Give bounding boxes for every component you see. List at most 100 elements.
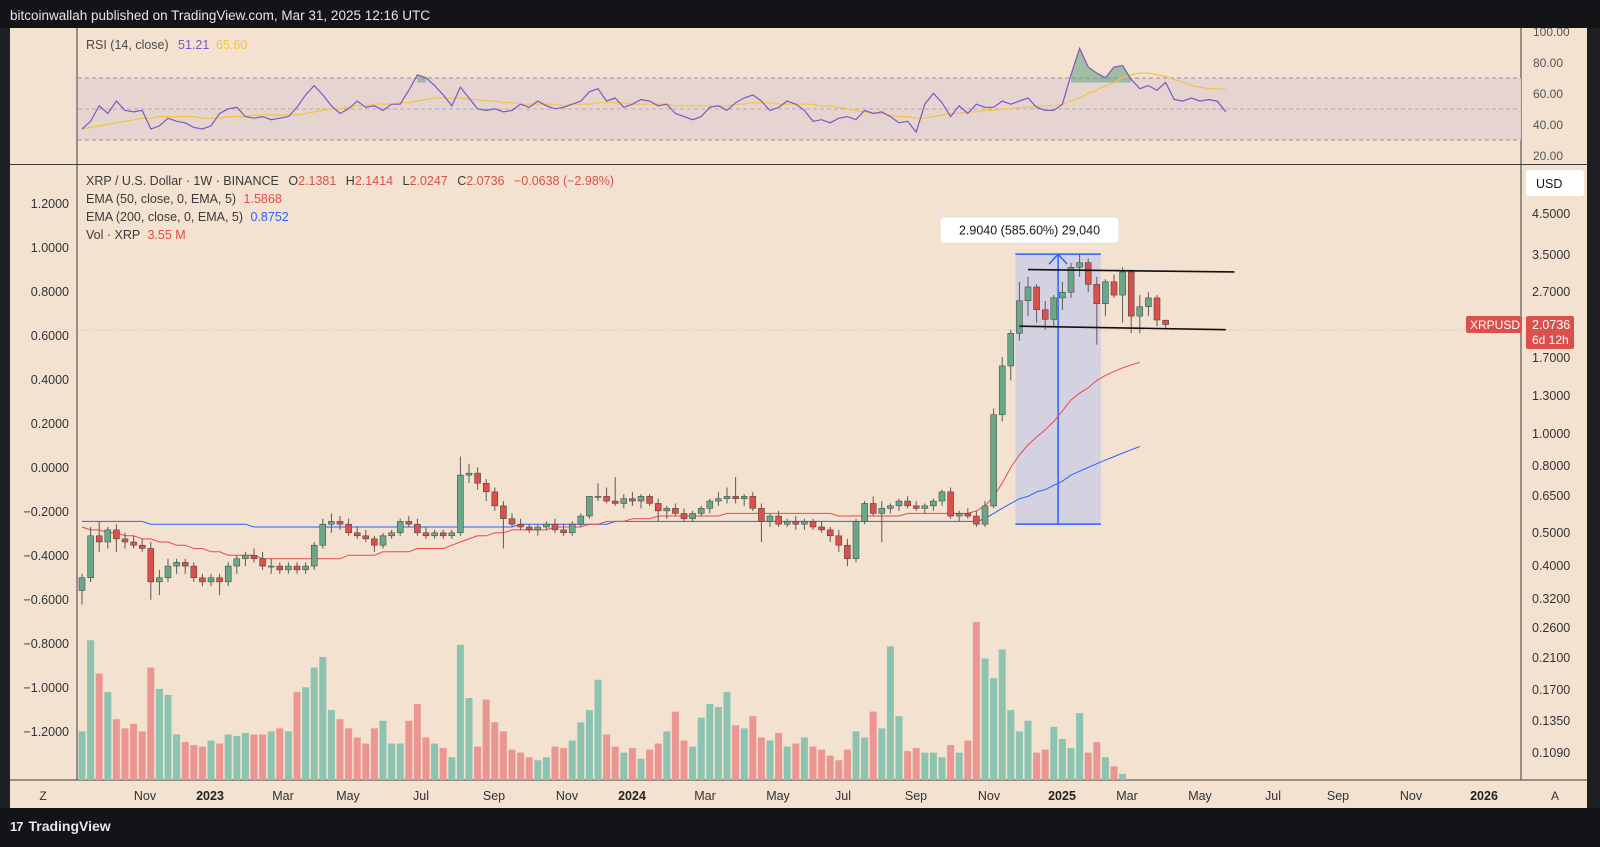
candle bbox=[1127, 269, 1135, 334]
candle bbox=[835, 529, 843, 552]
volume-bar bbox=[800, 737, 808, 780]
volume-bar bbox=[491, 722, 499, 780]
candle-body bbox=[379, 535, 387, 546]
candle-body bbox=[809, 521, 817, 528]
volume-bar bbox=[190, 745, 198, 780]
candle-body bbox=[534, 526, 542, 531]
price-tag-box bbox=[1526, 316, 1574, 349]
candle-body bbox=[835, 535, 843, 546]
measure-label: 2.9040 (585.60%) 29,040 bbox=[939, 216, 1120, 244]
symbol-price-tag[interactable]: XRPUSD 2.0736 6d 12h bbox=[1466, 316, 1574, 349]
right-axis-tick: 0.6500 bbox=[1532, 489, 1570, 503]
chart-area[interactable]: RSI (14, close) 51.21 65.60 100.00 80.00… bbox=[0, 28, 1600, 808]
candle bbox=[826, 527, 834, 542]
volume-bar bbox=[448, 757, 456, 780]
lower-trendline[interactable] bbox=[1019, 325, 1226, 331]
volume-bar bbox=[603, 734, 611, 780]
volume-bar bbox=[525, 757, 533, 780]
symbol-line: XRP / U.S. Dollar · 1W · BINANCE O2.1381… bbox=[86, 174, 614, 188]
time-label: Mar bbox=[1116, 789, 1138, 803]
currency-button[interactable] bbox=[1526, 170, 1584, 196]
candle-body bbox=[844, 544, 851, 560]
candle bbox=[388, 529, 395, 539]
candle-body bbox=[1050, 297, 1058, 320]
candle bbox=[121, 532, 129, 549]
candle bbox=[1102, 279, 1109, 317]
candle bbox=[414, 518, 421, 536]
volume-bar bbox=[929, 752, 937, 780]
left-price-axis[interactable]: 1.2000 1.0000 0.8000 0.6000 0.4000 0.200… bbox=[23, 197, 69, 739]
candle bbox=[1059, 281, 1066, 310]
candle-body bbox=[1110, 281, 1118, 296]
publisher-text: bitcoinwallah published on TradingView.c… bbox=[10, 8, 430, 23]
volume-bar bbox=[775, 732, 783, 780]
volume-bar bbox=[723, 691, 731, 780]
rsi-axis-tick: 20.00 bbox=[1533, 149, 1563, 163]
volume-bar bbox=[1007, 710, 1015, 780]
right-price-axis[interactable]: USD 4.5000 3.5000 2.7000 1.7000 1.3000 1… bbox=[1526, 170, 1584, 760]
right-axis-tick: 1.7000 bbox=[1532, 351, 1570, 365]
volume-bar bbox=[1024, 720, 1032, 780]
volume-bar bbox=[766, 740, 774, 780]
candle bbox=[207, 573, 215, 587]
candle bbox=[603, 487, 610, 504]
candle-body bbox=[654, 503, 662, 512]
candle-body bbox=[517, 523, 524, 528]
candle-body bbox=[715, 498, 722, 502]
candle-body bbox=[1033, 286, 1040, 311]
candle bbox=[1119, 267, 1126, 323]
candle-body bbox=[1153, 297, 1161, 321]
candle bbox=[663, 505, 671, 519]
candle bbox=[1162, 319, 1169, 328]
candle bbox=[345, 518, 352, 536]
candle-body bbox=[680, 513, 688, 519]
candle-body bbox=[998, 365, 1006, 416]
candle bbox=[620, 494, 628, 509]
right-axis-tick: 0.2600 bbox=[1532, 621, 1570, 635]
volume-bar bbox=[663, 731, 671, 780]
candle-body bbox=[637, 496, 645, 502]
time-label: Jul bbox=[835, 789, 851, 803]
candle bbox=[637, 494, 645, 509]
candle-body bbox=[371, 538, 378, 546]
candle-body bbox=[1127, 271, 1135, 317]
time-label: May bbox=[1188, 789, 1212, 803]
candle bbox=[680, 508, 688, 522]
candle bbox=[147, 541, 155, 600]
time-axis[interactable]: Z A Nov 2023 Mar May Jul Sep Nov 2024 Ma… bbox=[10, 781, 1587, 808]
rsi-overbought-fill bbox=[417, 48, 1132, 83]
tradingview-logo[interactable]: 17 TradingView bbox=[10, 818, 111, 834]
auto-scale-button[interactable]: A bbox=[1551, 789, 1559, 803]
candle bbox=[809, 518, 817, 530]
candle bbox=[1110, 274, 1118, 298]
left-axis-tick: 0.8000 bbox=[31, 285, 69, 299]
candle-body bbox=[706, 500, 714, 509]
time-label: May bbox=[336, 789, 360, 803]
candle bbox=[629, 491, 636, 506]
candle bbox=[568, 521, 576, 536]
volume-bar bbox=[577, 722, 585, 780]
volume-bar bbox=[121, 728, 129, 780]
volume-bar bbox=[104, 691, 112, 780]
volume-bar bbox=[955, 752, 963, 780]
volume-bar bbox=[1015, 731, 1023, 780]
time-label: Nov bbox=[134, 789, 157, 803]
candle-body bbox=[147, 548, 155, 583]
volume-bar bbox=[336, 719, 344, 780]
volume-bar bbox=[981, 658, 989, 780]
right-axis-tick: 0.1090 bbox=[1532, 746, 1570, 760]
candle-body bbox=[981, 505, 989, 525]
candle bbox=[491, 487, 499, 511]
time-label: Nov bbox=[1400, 789, 1423, 803]
volume-bar bbox=[1067, 748, 1075, 780]
candle-body bbox=[328, 521, 335, 525]
zoom-left-button[interactable]: Z bbox=[39, 789, 46, 803]
volume-bar bbox=[405, 720, 413, 780]
upper-trendline[interactable] bbox=[1027, 268, 1235, 273]
candle bbox=[95, 521, 103, 552]
rsi-axis[interactable]: 100.00 80.00 60.00 40.00 20.00 bbox=[1533, 28, 1570, 163]
candle-body bbox=[930, 500, 937, 507]
candle-body bbox=[904, 500, 911, 507]
volume-bar bbox=[233, 735, 241, 780]
right-axis-tick: 0.3200 bbox=[1532, 592, 1570, 606]
